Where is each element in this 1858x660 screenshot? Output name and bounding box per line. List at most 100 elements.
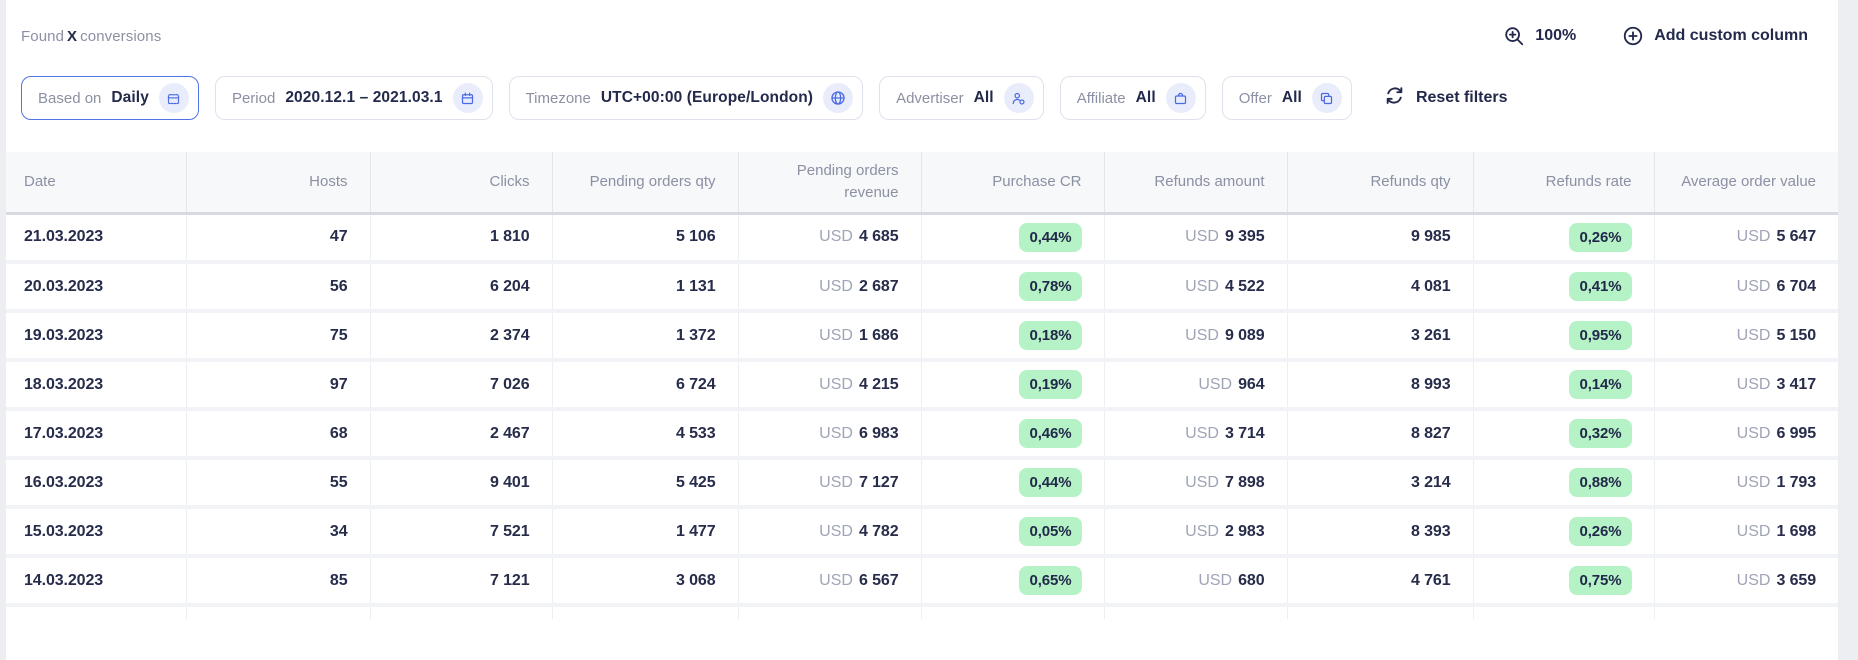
money-value: 3 659 [1776, 571, 1816, 589]
found-prefix: Found [21, 27, 65, 45]
cell-refunds-rate: 0,26% [1473, 213, 1655, 264]
cell-pending-qty: 3 068 [552, 556, 739, 607]
money-value: 9 089 [1224, 326, 1265, 344]
cell-refunds-rate: 0,32% [1473, 409, 1655, 460]
cell-hosts: 55 [186, 458, 371, 509]
cell-date: 15.03.2023 [6, 507, 187, 558]
currency-label: USD [819, 473, 853, 491]
cell-refunds-amount: USD 9 089 [1104, 311, 1288, 362]
cell-date: 19.03.2023 [6, 311, 187, 362]
cell-clicks: 9 401 [370, 458, 553, 509]
money-value: 1 686 [858, 326, 899, 344]
cell-hosts: 75 [186, 311, 371, 362]
globe-icon [823, 83, 854, 113]
table-header-row: Date Hosts Clicks Pending orders qty Pending… [6, 152, 1838, 215]
affiliate-filter[interactable]: Affiliate All [1059, 76, 1206, 120]
table-row: 19.03.2023 75 2 374 1 372 USD 1 686 0,18% USD 9 … [6, 311, 1838, 362]
period-filter[interactable]: Period 2020.12.1 – 2021.03.1 [214, 76, 493, 120]
cell-clicks: 2 467 [370, 409, 553, 460]
cell-purchase-cr: 0,46% [921, 409, 1105, 460]
money-value: 6 983 [858, 424, 899, 442]
cell-purchase-cr: 0,05% [921, 507, 1105, 558]
currency-label: USD [1736, 522, 1771, 540]
conversions-table: Date Hosts Clicks Pending orders qty Pending… [6, 152, 1838, 619]
cell-refunds-rate: 0,88% [1473, 458, 1655, 509]
cell-avg-order-value: USD 3 417 [1654, 360, 1838, 411]
advertiser-filter[interactable]: Advertiser All [879, 76, 1044, 120]
cell-empty [1287, 605, 1474, 619]
table-row: 18.03.2023 97 7 026 6 724 USD 4 215 0,19% USD 96… [6, 360, 1838, 411]
column-header-pending-orders-revenue: Pending orders revenue [738, 152, 922, 215]
advertiser-person-icon [1003, 83, 1034, 113]
cell-refunds-amount: USD 680 [1104, 556, 1288, 607]
money-value: 7 127 [858, 473, 899, 491]
money-value: 6 567 [858, 571, 899, 589]
cell-empty [1473, 605, 1655, 619]
cell-hosts: 97 [186, 360, 371, 411]
zoom-control[interactable]: 100% [1503, 25, 1576, 47]
cell-refunds-qty: 8 393 [1287, 507, 1474, 558]
currency-label: USD [1736, 473, 1771, 491]
cell-refunds-amount: USD 3 714 [1104, 409, 1288, 460]
cell-pending-qty: 4 533 [552, 409, 739, 460]
timezone-filter[interactable]: Timezone UTC+00:00 (Europe/London) [508, 76, 864, 120]
cell-clicks: 7 121 [370, 556, 553, 607]
cell-refunds-amount: USD 964 [1104, 360, 1288, 411]
column-header-pending-orders-qty: Pending orders qty [552, 152, 739, 215]
rate-badge: 0,05% [1019, 517, 1082, 546]
cell-purchase-cr: 0,44% [921, 213, 1105, 264]
money-value: 6 704 [1776, 277, 1816, 295]
cell-pending-revenue: USD 7 127 [738, 458, 922, 509]
cell-avg-order-value: USD 5 647 [1654, 213, 1838, 264]
currency-label: USD [1736, 228, 1771, 246]
cell-purchase-cr: 0,78% [921, 262, 1105, 313]
cell-clicks: 6 204 [370, 262, 553, 313]
cell-date: 20.03.2023 [6, 262, 187, 313]
money-value: 4 782 [858, 522, 899, 540]
column-header-refunds-qty: Refunds qty [1287, 152, 1474, 215]
offer-label: Offer [1238, 89, 1272, 107]
column-header-clicks: Clicks [370, 152, 553, 215]
timezone-value: UTC+00:00 (Europe/London) [600, 89, 814, 106]
rate-badge: 0,41% [1569, 272, 1632, 301]
table-row: 14.03.2023 85 7 121 3 068 USD 6 567 0,65% USD 68… [6, 556, 1838, 607]
currency-label: USD [819, 522, 853, 540]
cell-pending-qty: 1 372 [552, 311, 739, 362]
found-count: X [67, 27, 78, 45]
add-custom-column-label: Add custom column [1654, 27, 1808, 44]
cell-clicks: 2 374 [370, 311, 553, 362]
cell-empty [552, 605, 739, 619]
add-custom-column-button[interactable]: Add custom column [1622, 25, 1808, 47]
currency-label: USD [1198, 375, 1233, 393]
currency-label: USD [819, 277, 853, 295]
rate-badge: 0,26% [1569, 222, 1632, 252]
cell-clicks: 7 026 [370, 360, 553, 411]
based-on-filter[interactable]: Based on Daily [21, 76, 199, 120]
cell-refunds-qty: 3 214 [1287, 458, 1474, 509]
cell-refunds-qty: 4 081 [1287, 262, 1474, 313]
cell-hosts: 85 [186, 556, 371, 607]
rate-badge: 0,14% [1569, 370, 1632, 399]
table-row: 16.03.2023 55 9 401 5 425 USD 7 127 0,44% USD 7 … [6, 458, 1838, 509]
cell-refunds-amount: USD 4 522 [1104, 262, 1288, 313]
cell-refunds-amount: USD 9 395 [1104, 213, 1288, 264]
cell-hosts: 47 [186, 213, 371, 264]
money-value: 5 150 [1776, 326, 1816, 344]
currency-label: USD [1185, 522, 1219, 540]
period-label: Period [231, 89, 276, 107]
reset-filters-button[interactable]: Reset filters [1384, 85, 1508, 111]
money-value: 7 898 [1224, 473, 1265, 491]
table-row-partial [6, 605, 1838, 619]
money-value: 1 698 [1776, 522, 1816, 540]
cell-pending-qty: 1 131 [552, 262, 739, 313]
rate-badge: 0,75% [1569, 566, 1632, 595]
cell-purchase-cr: 0,65% [921, 556, 1105, 607]
money-value: 680 [1238, 571, 1265, 589]
cell-refunds-qty: 8 993 [1287, 360, 1474, 411]
rate-badge: 0,26% [1569, 517, 1632, 546]
rate-badge: 0,44% [1019, 468, 1082, 497]
cell-pending-revenue: USD 1 686 [738, 311, 922, 362]
cell-clicks: 7 521 [370, 507, 553, 558]
rate-badge: 0,78% [1019, 272, 1082, 301]
offer-filter[interactable]: Offer All [1221, 76, 1352, 120]
